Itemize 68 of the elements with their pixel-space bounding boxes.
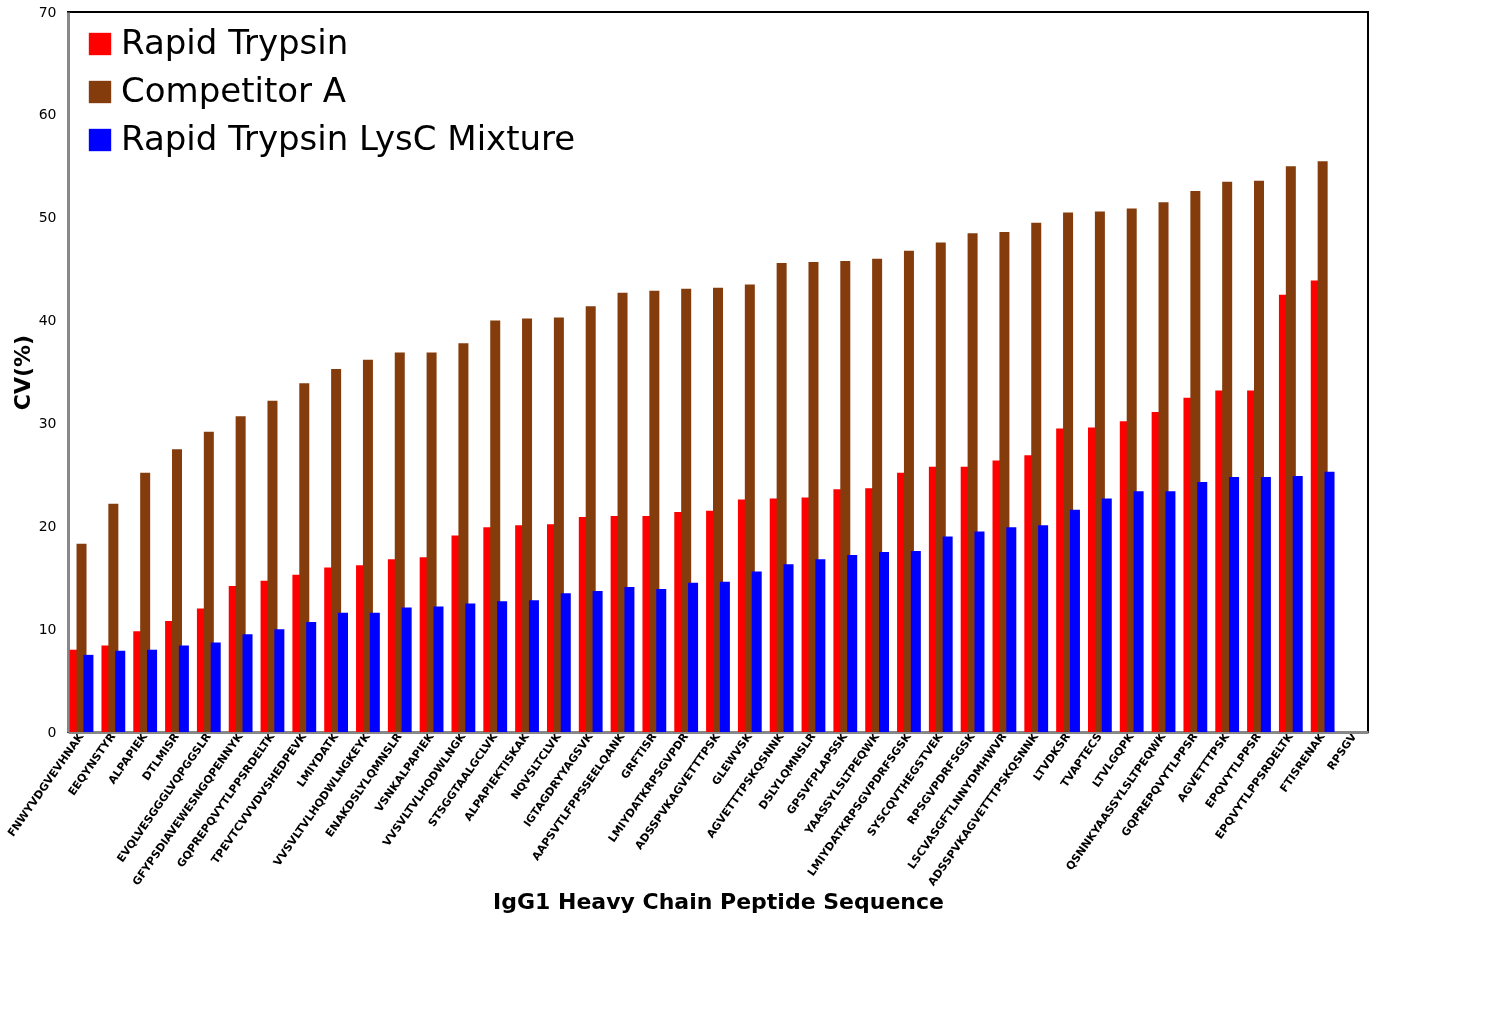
- bar: [497, 601, 508, 732]
- y-axis-title: CV(%): [9, 334, 35, 411]
- bar: [140, 472, 151, 732]
- bar: [465, 603, 476, 732]
- bar: [649, 290, 660, 732]
- y-tick-label: 50: [38, 209, 57, 226]
- bar: [369, 612, 380, 732]
- bar: [910, 550, 921, 732]
- y-tick-label: 60: [38, 106, 57, 123]
- bar: [274, 629, 285, 732]
- bar: [1101, 498, 1112, 732]
- legend-label: Rapid Trypsin LysC Mixture: [121, 118, 576, 158]
- bar: [458, 343, 469, 732]
- bar: [331, 368, 342, 732]
- y-tick-label: 40: [38, 312, 57, 329]
- y-tick-label: 70: [38, 3, 57, 20]
- bar: [719, 581, 730, 732]
- legend-label: Competitor A: [121, 70, 347, 110]
- bar: [490, 320, 501, 732]
- x-axis-title: IgG1 Heavy Chain Peptide Sequence: [493, 888, 944, 914]
- bar: [1069, 509, 1080, 732]
- bar: [115, 650, 126, 732]
- bar: [267, 400, 278, 732]
- bar: [681, 288, 692, 732]
- bar: [585, 306, 596, 732]
- bar: [1165, 491, 1176, 732]
- bar: [624, 586, 635, 732]
- bar: [522, 318, 533, 732]
- legend-label: Rapid Trypsin: [121, 22, 349, 62]
- bar: [942, 536, 953, 732]
- bar: [172, 449, 182, 732]
- bar: [656, 589, 667, 732]
- bar: [210, 642, 221, 732]
- bar: [815, 559, 826, 732]
- bar: [338, 612, 349, 732]
- bar: [401, 607, 412, 732]
- bar: [242, 634, 253, 732]
- bar: [1324, 471, 1335, 732]
- y-tick-label: 20: [38, 517, 57, 534]
- bar: [306, 621, 317, 732]
- bar: [1229, 476, 1240, 732]
- bar: [203, 431, 214, 732]
- bar: [394, 352, 405, 732]
- bar: [688, 582, 699, 732]
- bar: [751, 571, 762, 732]
- bar: [178, 645, 189, 732]
- bar: [1133, 491, 1144, 732]
- bar: [362, 359, 373, 732]
- bar: [83, 654, 94, 732]
- bar: [1197, 482, 1208, 732]
- bar: [235, 416, 246, 732]
- bar: [1038, 525, 1049, 732]
- bar: [974, 531, 985, 732]
- bar: [783, 564, 794, 732]
- bar: [847, 555, 858, 732]
- bar: [147, 649, 158, 732]
- bar: [553, 317, 564, 732]
- bar: [879, 552, 890, 732]
- bar: [1292, 475, 1303, 732]
- bar: [592, 591, 603, 732]
- bar: [560, 593, 571, 732]
- y-tick-label: 10: [38, 620, 57, 637]
- bar: [1006, 527, 1017, 732]
- bar: [528, 600, 539, 732]
- y-tick-label: 30: [38, 414, 57, 431]
- bar: [299, 383, 310, 732]
- bar: [433, 606, 444, 732]
- bar: [1260, 476, 1271, 732]
